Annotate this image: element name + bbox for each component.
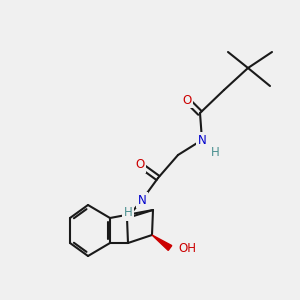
Text: N: N bbox=[198, 134, 206, 146]
Text: H: H bbox=[211, 146, 219, 160]
Text: OH: OH bbox=[178, 242, 196, 254]
Text: H: H bbox=[124, 206, 132, 220]
Text: N: N bbox=[138, 194, 146, 206]
Polygon shape bbox=[152, 235, 172, 250]
Text: O: O bbox=[182, 94, 192, 106]
Text: O: O bbox=[135, 158, 145, 172]
